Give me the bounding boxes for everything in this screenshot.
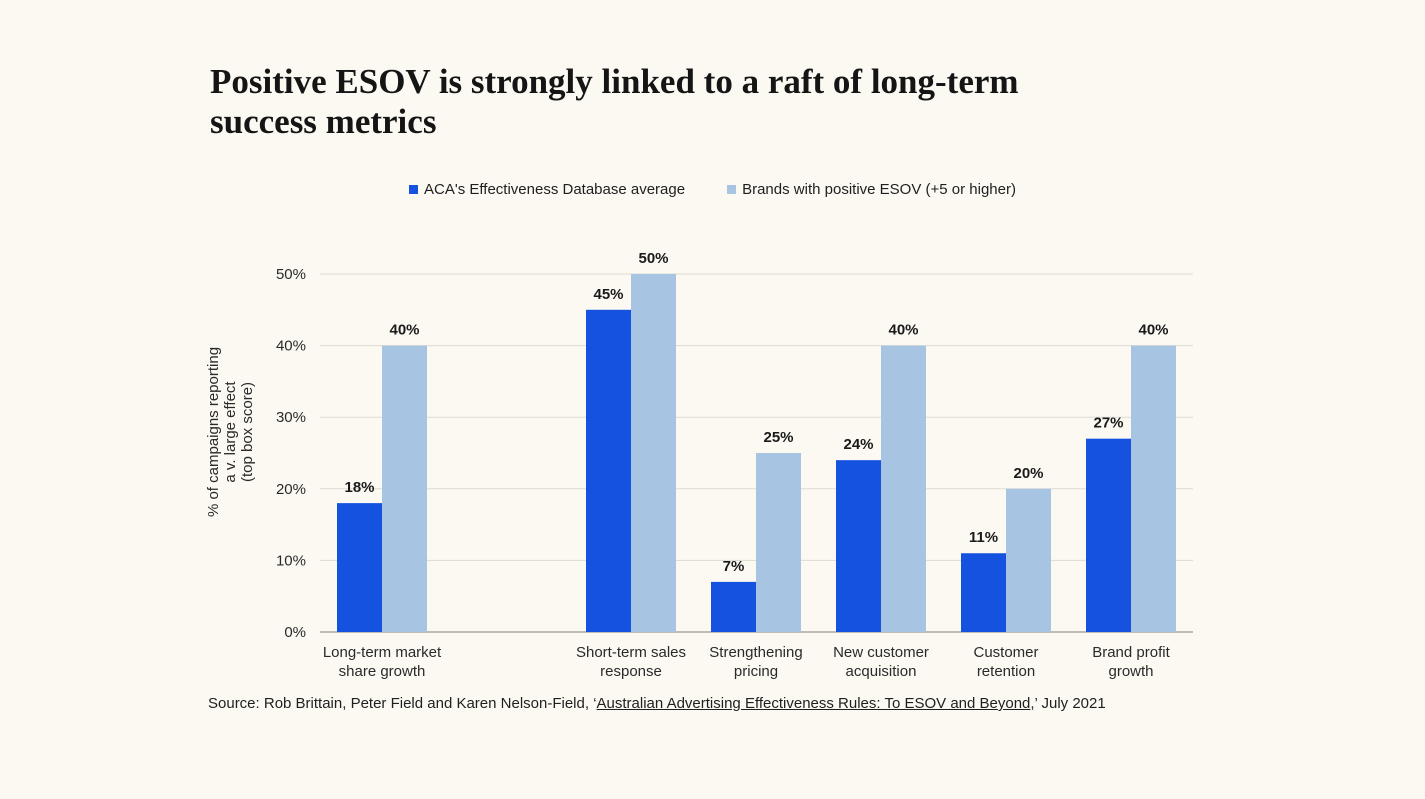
labels: 0% 10% 20% 30% 40% 50% % of campaigns reportin… [205, 250, 1171, 680]
y-tick-label: 20% [276, 481, 306, 498]
data-label: 45% [593, 286, 623, 303]
x-tick-label: Short-term sales response [576, 644, 686, 680]
data-label: 50% [638, 250, 668, 267]
chart-legend: ACA's Effectiveness Database average Bra… [0, 181, 1425, 198]
bar-series-1 [1086, 438, 1131, 632]
legend-swatch-series-1 [409, 185, 419, 194]
data-label: 24% [843, 436, 873, 453]
x-tick-label: Strengthening pricing [709, 644, 802, 680]
data-label: 18% [344, 479, 374, 496]
source-note: Source: Rob Brittain, Peter Field and Ka… [208, 695, 1106, 712]
bars [337, 274, 1176, 632]
source-prefix: Source: Rob Brittain, Peter Field and Ka… [208, 695, 597, 712]
x-tick-label-line: New customer [833, 644, 929, 661]
x-tick-label-line: Strengthening [709, 644, 802, 661]
x-tick-label: New customer acquisition [833, 644, 929, 680]
data-label: 40% [389, 322, 419, 339]
legend-swatch-series-2 [727, 185, 737, 194]
bar-series-2 [631, 274, 676, 632]
x-tick-label-line: growth [1108, 663, 1153, 680]
data-label: 25% [763, 429, 793, 446]
y-axis-title-line: % of campaigns reporting [205, 347, 222, 517]
y-axis-title-line: (top box score) [239, 382, 256, 482]
x-tick-label-line: Short-term sales [576, 644, 686, 661]
source-link[interactable]: Australian Advertising Effectiveness Rul… [596, 695, 1031, 712]
bar-series-1 [586, 309, 631, 632]
bar-series-2 [881, 345, 926, 632]
y-tick-label: 30% [276, 409, 306, 426]
bar-series-2 [382, 345, 427, 632]
legend-item-series-1: ACA's Effectiveness Database average [409, 181, 685, 198]
y-tick-label: 10% [276, 552, 306, 569]
y-axis-title-line: a v. large effect [222, 381, 239, 483]
bar-chart: 0% 10% 20% 30% 40% 50% % of campaigns reportin… [205, 250, 1193, 680]
legend-label-series-2: Brands with positive ESOV (+5 or higher) [742, 181, 1016, 198]
bar-series-1 [337, 503, 382, 632]
bar-series-2 [1006, 488, 1051, 632]
data-label: 40% [1138, 322, 1168, 339]
x-tick-label-line: Brand profit [1092, 644, 1170, 661]
data-label: 20% [1013, 465, 1043, 482]
bar-series-1 [961, 553, 1006, 632]
x-tick-label-line: Long-term market [323, 644, 442, 661]
data-label: 11% [969, 529, 998, 546]
bar-series-1 [836, 460, 881, 632]
y-tick-label: 40% [276, 338, 306, 355]
x-tick-label-line: share growth [339, 663, 426, 680]
x-tick-label-line: response [600, 663, 662, 680]
x-tick-label: Long-term market share growth [323, 644, 442, 680]
bar-series-2 [1131, 345, 1176, 632]
data-label: 27% [1093, 415, 1123, 432]
data-label: 7% [723, 558, 745, 575]
y-tick-label: 50% [276, 266, 306, 283]
page-title: Positive ESOV is strongly linked to a ra… [210, 62, 1019, 141]
x-tick-label: Brand profit growth [1092, 644, 1170, 680]
y-axis-title: % of campaigns reportinga v. large effec… [205, 347, 256, 517]
y-tick-label: 0% [284, 624, 306, 641]
legend-label-series-1: ACA's Effectiveness Database average [424, 181, 686, 198]
x-tick-label-line: pricing [734, 663, 778, 680]
bar-series-2 [756, 453, 801, 632]
x-tick-label: Customer retention [973, 644, 1038, 680]
legend-item-series-2: Brands with positive ESOV (+5 or higher) [727, 181, 1016, 198]
x-tick-label-line: retention [977, 663, 1035, 680]
data-label: 40% [888, 322, 918, 339]
bar-series-1 [711, 581, 756, 632]
x-tick-label-line: Customer [973, 644, 1038, 661]
source-suffix: ,’ July 2021 [1030, 695, 1106, 712]
x-tick-label-line: acquisition [846, 663, 917, 680]
